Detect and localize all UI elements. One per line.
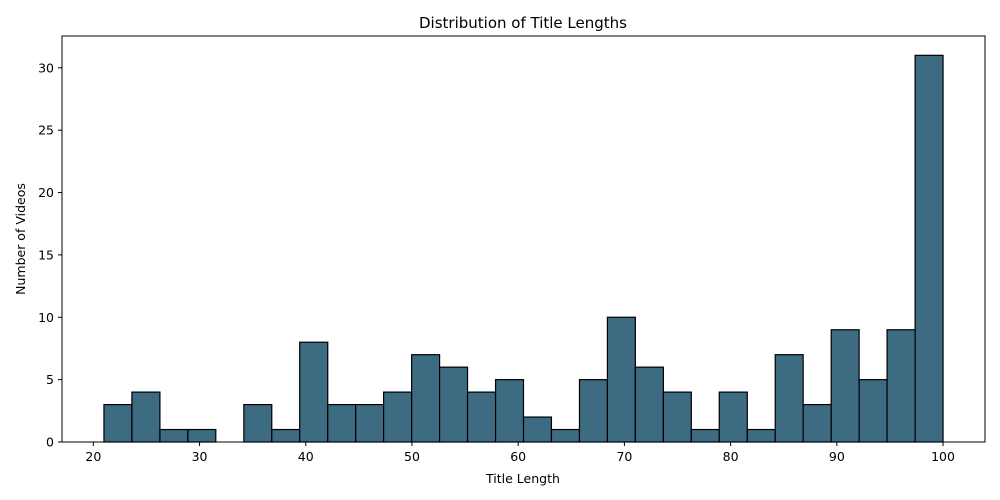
y-axis-title: Number of Videos xyxy=(13,183,28,295)
histogram-bar xyxy=(103,403,133,443)
histogram-bar xyxy=(494,379,525,443)
histogram-bar xyxy=(243,403,273,443)
x-tick-label: 100 xyxy=(931,449,955,464)
histogram-bar xyxy=(718,391,748,443)
histogram-bar xyxy=(131,391,161,443)
histogram-bar xyxy=(662,391,692,443)
chart-title: Distribution of Title Lengths xyxy=(419,14,627,32)
histogram-bar xyxy=(522,416,553,443)
x-tick-label: 90 xyxy=(829,449,845,464)
histogram-bar xyxy=(690,428,720,443)
y-ticks-group: 0 5 10 15 20 25 30 xyxy=(38,60,62,450)
x-tick-label: 20 xyxy=(85,449,101,464)
histogram-bar xyxy=(271,428,301,443)
y-tick-label: 0 xyxy=(46,435,54,450)
histogram-bar xyxy=(830,329,860,443)
histogram-bar xyxy=(466,391,497,443)
histogram-bar xyxy=(355,403,385,443)
histogram-bar xyxy=(327,403,357,443)
y-tick-label: 5 xyxy=(46,372,54,387)
histogram-bar xyxy=(159,428,189,443)
histogram-bar xyxy=(578,379,609,443)
x-ticks-group: 20 30 40 50 60 70 80 90 100 xyxy=(85,442,955,464)
x-tick-label: 60 xyxy=(510,449,526,464)
histogram-bar xyxy=(774,354,804,443)
plot-frame xyxy=(61,35,986,443)
histogram-bar xyxy=(634,366,664,443)
y-tick-label: 10 xyxy=(38,310,54,325)
histogram-bar xyxy=(411,354,441,443)
x-tick-label: 70 xyxy=(616,449,632,464)
histogram-bar xyxy=(914,54,944,443)
histogram-bar xyxy=(438,366,469,443)
x-tick-label: 40 xyxy=(298,449,314,464)
y-tick-label: 15 xyxy=(38,247,54,262)
histogram-bar xyxy=(858,379,888,443)
x-axis-title: Title Length xyxy=(485,471,560,486)
y-tick-label: 25 xyxy=(38,123,54,138)
y-tick-label: 20 xyxy=(38,185,54,200)
histogram-bar xyxy=(802,403,832,443)
histogram-bar xyxy=(606,316,636,443)
x-tick-label: 50 xyxy=(404,449,420,464)
histogram-bar xyxy=(187,428,217,443)
histogram-bar xyxy=(746,428,776,443)
x-tick-label: 80 xyxy=(723,449,739,464)
histogram-bar xyxy=(886,329,916,443)
bars-group xyxy=(103,54,944,443)
x-tick-label: 30 xyxy=(192,449,208,464)
y-tick-label: 30 xyxy=(38,60,54,75)
histogram-bar xyxy=(299,341,329,443)
histogram-bar xyxy=(383,391,413,443)
histogram-bar xyxy=(550,428,581,443)
